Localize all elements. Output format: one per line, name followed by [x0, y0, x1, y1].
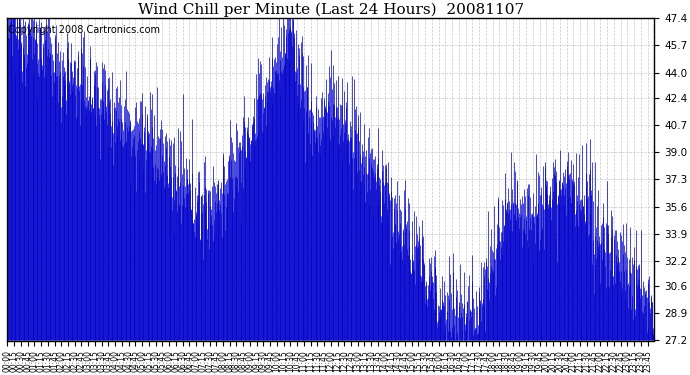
Text: Copyright 2008 Cartronics.com: Copyright 2008 Cartronics.com	[8, 25, 160, 35]
Title: Wind Chill per Minute (Last 24 Hours)  20081107: Wind Chill per Minute (Last 24 Hours) 20…	[137, 3, 524, 17]
